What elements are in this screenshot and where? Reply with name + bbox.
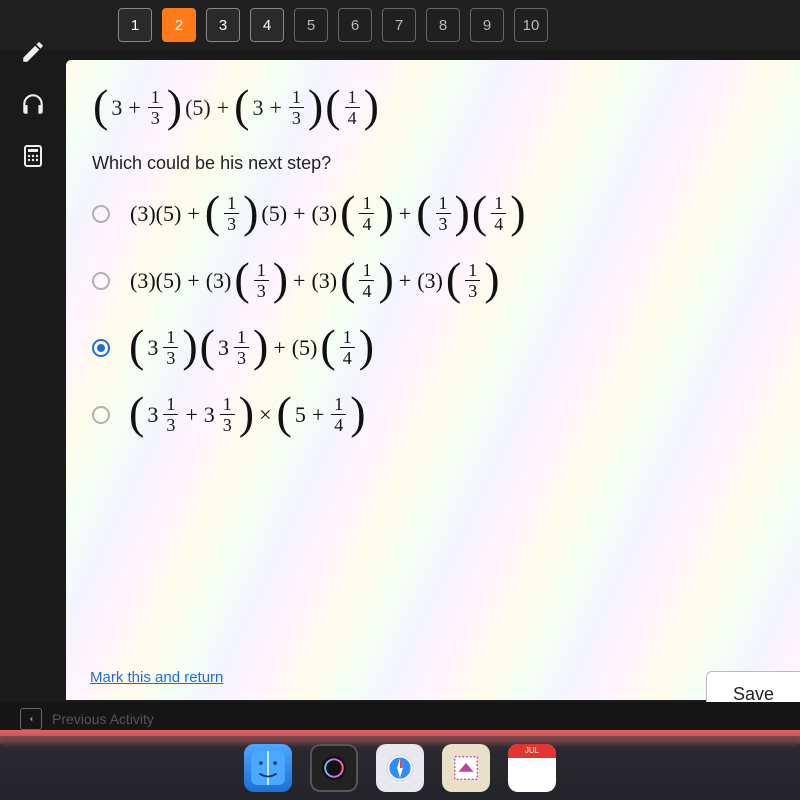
tool-rail xyxy=(0,18,66,178)
option-4-radio[interactable] xyxy=(92,406,110,424)
option-3-math: (313) (313) +(5) (14) xyxy=(128,328,375,367)
dock-finder[interactable] xyxy=(244,744,292,792)
question-nav-6[interactable]: 6 xyxy=(338,8,372,42)
option-4[interactable]: (313 +313) × (5+ 14) xyxy=(92,395,774,434)
dock-calendar[interactable]: JUL xyxy=(508,744,556,792)
dock: JUL xyxy=(0,736,800,800)
question-nav-9[interactable]: 9 xyxy=(470,8,504,42)
siri-icon xyxy=(319,753,349,783)
question-nav-10[interactable]: 10 xyxy=(514,8,548,42)
chevron-left-icon xyxy=(26,714,36,724)
question-nav-5[interactable]: 5 xyxy=(294,8,328,42)
question-nav-2[interactable]: 2 xyxy=(162,8,196,42)
calculator-icon xyxy=(21,144,45,168)
stamp-icon xyxy=(451,753,481,783)
option-2-math: (3)(5)+ (3) (13) +(3) (14) +(3) (13) xyxy=(128,261,501,300)
question-nav-7[interactable]: 7 xyxy=(382,8,416,42)
dock-safari[interactable] xyxy=(376,744,424,792)
question-nav: 1 2 3 4 5 6 7 8 9 10 xyxy=(0,0,800,50)
option-2[interactable]: (3)(5)+ (3) (13) +(3) (14) +(3) (13) xyxy=(92,261,774,300)
question-nav-8[interactable]: 8 xyxy=(426,8,460,42)
option-1[interactable]: (3)(5)+ (13) (5)+ (3) (14) + (13) (14) xyxy=(92,194,774,233)
question-panel: (3+ 13 )(5)+ (3+ 13 ) ( 14 ) Which could… xyxy=(66,60,800,700)
compass-icon xyxy=(383,751,417,785)
question-nav-1[interactable]: 1 xyxy=(118,8,152,42)
option-2-radio[interactable] xyxy=(92,272,110,290)
calendar-month-label: JUL xyxy=(508,744,556,758)
headphones-icon xyxy=(20,91,46,117)
audio-tool[interactable] xyxy=(9,82,57,126)
option-3[interactable]: (313) (313) +(5) (14) xyxy=(92,328,774,367)
dock-siri[interactable] xyxy=(310,744,358,792)
dock-mail[interactable] xyxy=(442,744,490,792)
mark-and-return-link[interactable]: Mark this and return xyxy=(90,669,223,686)
answer-options: (3)(5)+ (13) (5)+ (3) (14) + (13) (14) (… xyxy=(92,194,774,434)
pencil-icon xyxy=(20,39,46,65)
question-prompt: Which could be his next step? xyxy=(92,153,774,174)
prev-activity-label: Previous Activity xyxy=(52,711,154,727)
prev-activity-button[interactable] xyxy=(20,708,42,730)
option-1-radio[interactable] xyxy=(92,205,110,223)
calculator-tool[interactable] xyxy=(9,134,57,178)
question-nav-4[interactable]: 4 xyxy=(250,8,284,42)
pencil-tool[interactable] xyxy=(9,30,57,74)
option-1-math: (3)(5)+ (13) (5)+ (3) (14) + (13) (14) xyxy=(128,194,527,233)
option-4-math: (313 +313) × (5+ 14) xyxy=(128,395,367,434)
question-stem-math: (3+ 13 )(5)+ (3+ 13 ) ( 14 ) xyxy=(92,88,380,127)
finder-icon xyxy=(251,751,285,785)
option-3-radio[interactable] xyxy=(92,339,110,357)
question-nav-3[interactable]: 3 xyxy=(206,8,240,42)
